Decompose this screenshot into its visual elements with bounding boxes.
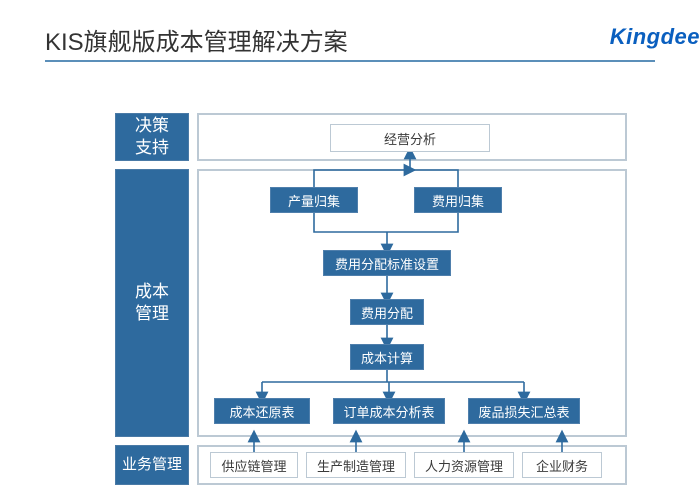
section-label-text: 决策支持 (135, 115, 169, 159)
node-cost-calc: 成本计算 (350, 344, 424, 370)
section-label-cost: 成本管理 (115, 169, 189, 437)
node-scm: 供应链管理 (210, 452, 298, 478)
node-fee-standard: 费用分配标准设置 (323, 250, 451, 276)
section-label-text: 成本管理 (135, 281, 169, 325)
node-label: 成本计算 (361, 348, 413, 367)
page-title: KIS旗舰版成本管理解决方案 (45, 22, 348, 57)
node-order-cost: 订单成本分析表 (333, 398, 445, 424)
node-label: 成本还原表 (229, 402, 294, 421)
node-output-collection: 产量归集 (270, 187, 358, 213)
node-label: 订单成本分析表 (343, 402, 434, 421)
node-label: 生产制造管理 (317, 456, 395, 475)
node-label: 费用归集 (432, 191, 484, 210)
node-scrap-loss: 废品损失汇总表 (468, 398, 580, 424)
node-mfg: 生产制造管理 (306, 452, 406, 478)
node-label: 废品损失汇总表 (478, 402, 569, 421)
node-fin: 企业财务 (522, 452, 602, 478)
title-underline (45, 60, 655, 62)
section-label-biz: 业务管理 (115, 445, 189, 485)
node-label: 经营分析 (384, 129, 436, 148)
section-label-decision: 决策支持 (115, 113, 189, 161)
node-label: 费用分配 (361, 303, 413, 322)
node-analysis: 经营分析 (330, 124, 490, 152)
node-label: 费用分配标准设置 (335, 254, 439, 273)
node-fee-collection: 费用归集 (414, 187, 502, 213)
section-label-text: 业务管理 (122, 455, 182, 475)
node-fee-alloc: 费用分配 (350, 299, 424, 325)
brand-logo: Kingdee (610, 24, 700, 50)
node-label: 人力资源管理 (425, 456, 503, 475)
node-label: 供应链管理 (221, 456, 286, 475)
node-label: 产量归集 (288, 191, 340, 210)
node-cost-restore: 成本还原表 (214, 398, 310, 424)
node-label: 企业财务 (536, 456, 588, 475)
node-hr: 人力资源管理 (414, 452, 514, 478)
